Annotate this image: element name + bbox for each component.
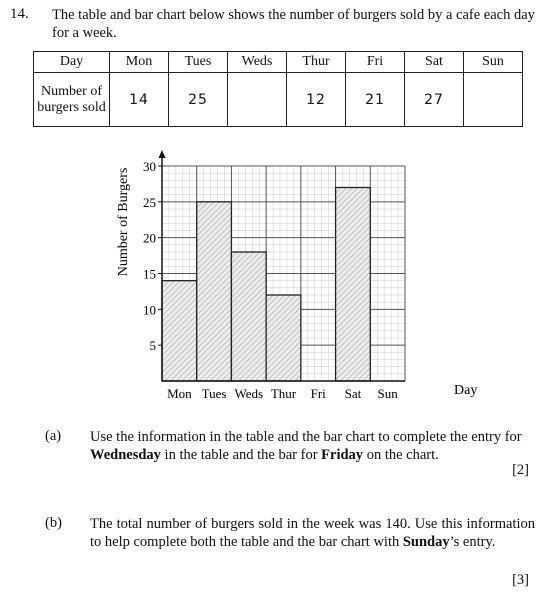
value-fri: 21 (345, 72, 405, 127)
y-tick-label: 5 (150, 338, 157, 353)
part-b-bold-sunday: Sunday (402, 534, 450, 550)
axes (158, 150, 405, 382)
table-values-row: Number of burgers sold 14 25 12 21 27 (33, 72, 523, 127)
part-a-marks: [2] (512, 462, 529, 478)
part-a-label: (a) (45, 428, 62, 444)
part-a-text-3: on the chart. (363, 447, 439, 463)
value-weds[interactable] (227, 72, 287, 127)
x-tick-label-thur: Thur (271, 386, 297, 401)
x-tick-label-fri: Fri (311, 386, 327, 401)
value-thur: 12 (286, 72, 346, 127)
value-tues: 25 (168, 72, 228, 127)
y-tick-label: 25 (143, 195, 156, 210)
day-header-sun: Sun (463, 51, 523, 73)
bar-tues (196, 201, 233, 382)
part-b-text-1: The total number of burgers sold in the … (90, 516, 535, 550)
y-ticks: 5 10 15 20 25 30 (143, 159, 162, 353)
y-axis-arrow (158, 150, 166, 158)
part-a-bold-friday: Friday (321, 447, 364, 463)
bar-weds (230, 251, 267, 382)
day-header-weds: Weds (227, 51, 287, 73)
x-tick-label-tues: Tues (202, 386, 227, 401)
day-header: Day (33, 51, 110, 73)
part-b-label: (b) (45, 515, 62, 531)
x-tick-label-weds: Weds (235, 386, 264, 401)
y-tick-label: 30 (143, 159, 156, 174)
day-header-tues: Tues (168, 51, 228, 73)
x-tick-labels: Mon Tues Weds Thur Fri Sat Sun (167, 386, 398, 401)
question-number: 14. (10, 6, 29, 22)
y-tick-label: 20 (143, 231, 156, 246)
x-tick-label-sat: Sat (345, 386, 362, 401)
part-a-text-2: in the table and the bar for (160, 447, 322, 463)
burger-bar-chart: 5 10 15 20 25 30 Mon Tues Weds Thur Fri Sat Sun Num… (116, 150, 477, 401)
day-header-mon: Mon (109, 51, 169, 73)
part-a-text: Use the information in the table and the… (90, 428, 535, 464)
bar-thur (265, 294, 302, 382)
y-axis-label: Number of Burgers (116, 168, 131, 277)
day-header-fri: Fri (345, 51, 405, 73)
part-b-text: The total number of burgers sold in the … (90, 515, 535, 551)
question-intro: The table and bar chart below shows the … (52, 7, 535, 41)
part-b-text-2: ’s entry. (449, 534, 496, 550)
part-a-bold-wednesday: Wednesday (90, 447, 161, 463)
bar-sat (334, 186, 371, 382)
y-tick-label: 15 (143, 267, 156, 282)
bars (161, 186, 371, 382)
x-tick-label-sun: Sun (378, 386, 399, 401)
bar-mon (161, 280, 198, 382)
value-sat: 27 (404, 72, 464, 127)
table-header-row: Day Mon Tues Weds Thur Fri Sat Sun (33, 51, 523, 73)
part-a-text-1: Use the information in the table and the… (90, 429, 522, 445)
value-sun[interactable] (463, 72, 523, 127)
value-mon: 14 (109, 72, 169, 127)
x-tick-label-mon: Mon (167, 386, 192, 401)
day-header-thur: Thur (286, 51, 346, 73)
x-axis-label: Day (454, 383, 477, 398)
y-tick-label: 10 (143, 302, 156, 317)
day-header-sat: Sat (404, 51, 464, 73)
burger-table: Day Mon Tues Weds Thur Fri Sat Sun Numbe… (33, 51, 523, 127)
row-label: Number of burgers sold (33, 72, 110, 127)
part-b-marks: [3] (512, 572, 529, 588)
